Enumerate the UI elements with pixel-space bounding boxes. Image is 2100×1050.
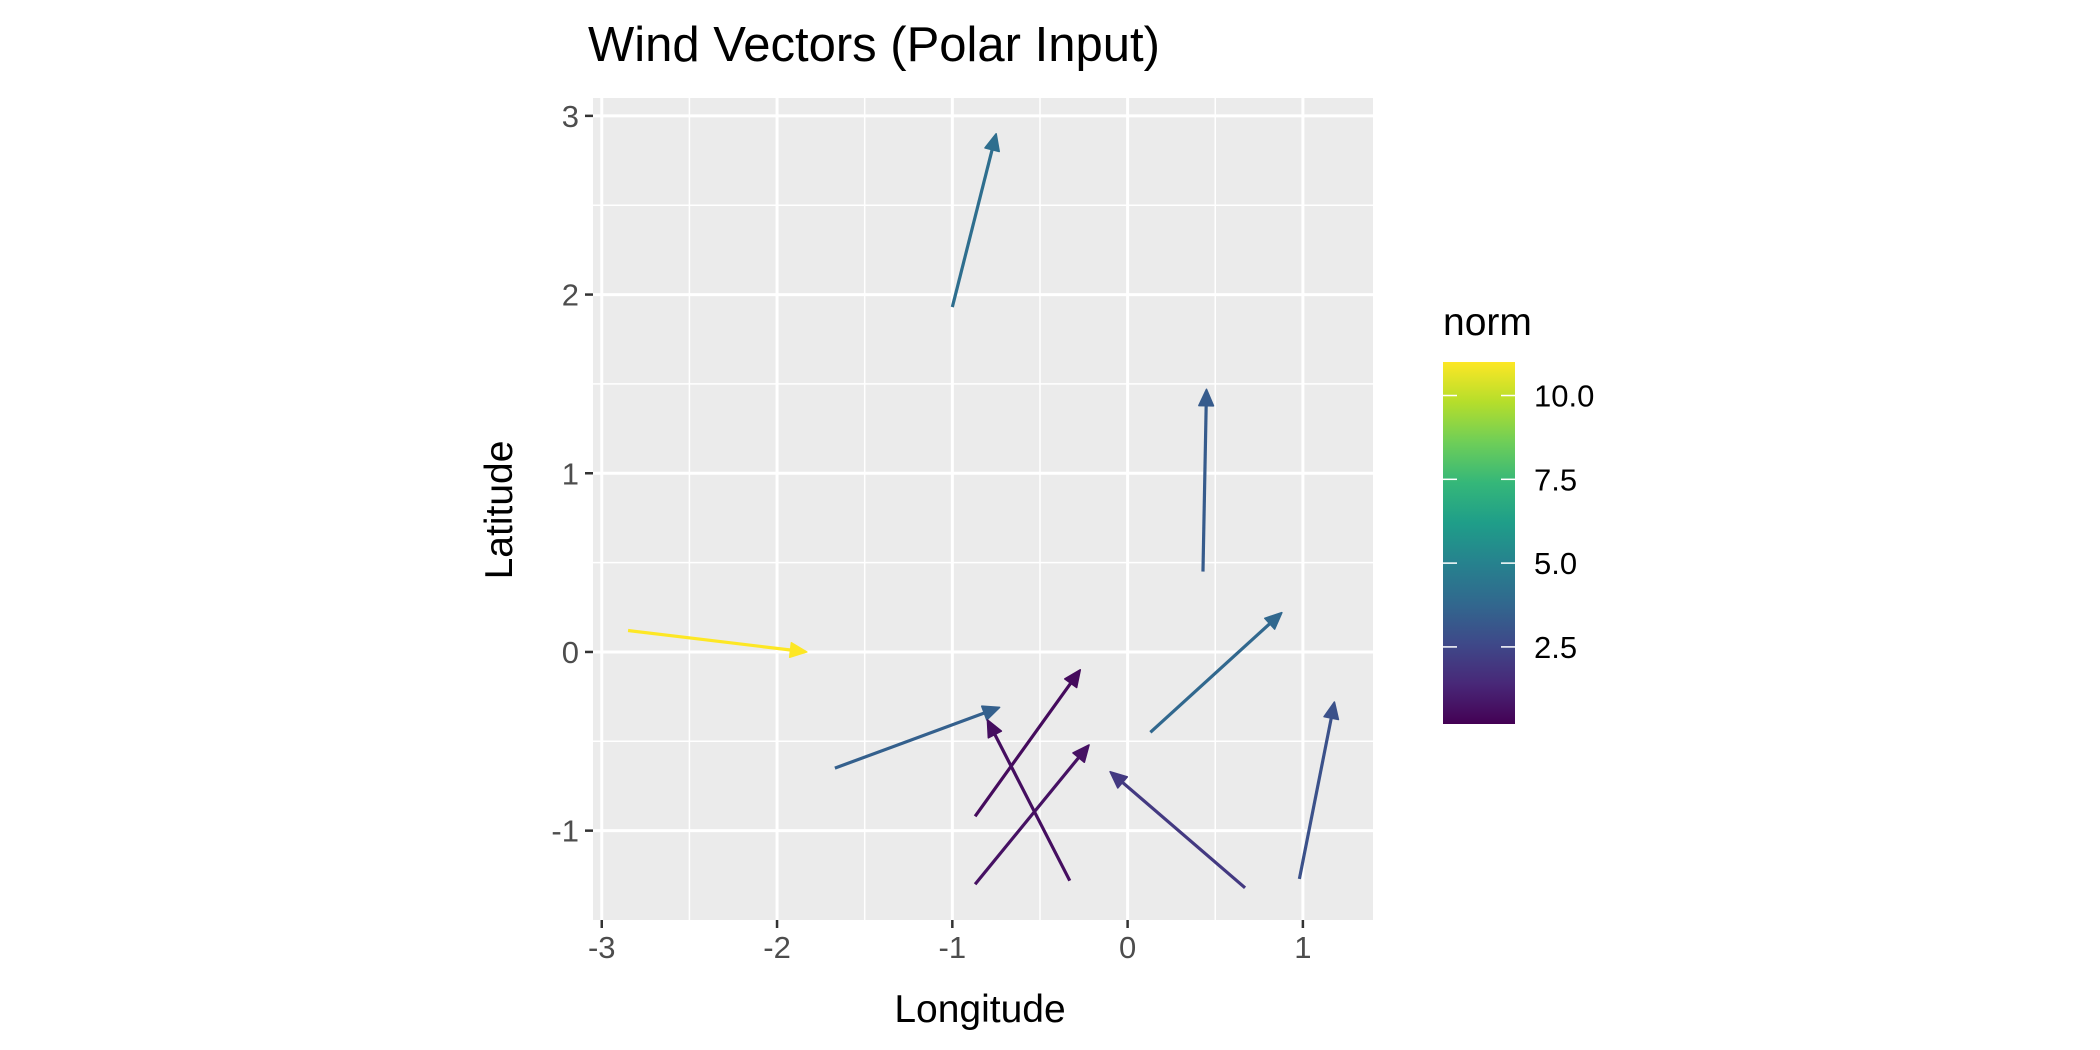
- x-tick-label: 1: [1294, 930, 1311, 965]
- vector-arrowhead: [1063, 669, 1082, 689]
- vector-arrowhead: [980, 705, 1001, 721]
- vector-shaft: [1201, 404, 1208, 572]
- vector-arrowhead: [986, 719, 1003, 739]
- chart-title: Wind Vectors (Polar Input): [588, 18, 1160, 72]
- vector-arrowhead: [1198, 388, 1215, 407]
- vector-shaft: [973, 755, 1081, 886]
- vector-shaft: [1120, 780, 1247, 890]
- grid-lines: [593, 98, 1373, 920]
- vector-shaft: [992, 732, 1072, 882]
- y-tick-label: 0: [562, 635, 579, 670]
- colorbar-legend: norm 2.5 5.0 7.5 10.0: [1443, 301, 1594, 724]
- colorbar: [1443, 362, 1515, 724]
- panel-background: [593, 98, 1373, 920]
- vector-arrowhead: [1264, 611, 1283, 630]
- vector-shaft: [1149, 621, 1272, 734]
- colorbar-label: 7.5: [1534, 462, 1577, 497]
- vector-arrowhead: [788, 641, 808, 659]
- x-tick-label: 0: [1119, 930, 1136, 965]
- vector-shaft: [1297, 716, 1334, 880]
- x-axis-title: Longitude: [894, 988, 1065, 1031]
- y-tick-label: -1: [551, 814, 579, 849]
- y-axis-title: Latitude: [478, 441, 521, 580]
- vector-arrowhead: [1109, 770, 1129, 789]
- vector-arrowhead: [1072, 744, 1090, 763]
- axes: -3 -2 -1 0 1 -1 0 1 2 3: [551, 99, 1311, 965]
- x-tick-label: -2: [763, 930, 791, 965]
- vector-shaft: [834, 711, 986, 770]
- y-tick-label: 2: [562, 278, 579, 313]
- colorbar-label: 10.0: [1534, 379, 1594, 414]
- colorbar-label: 5.0: [1534, 546, 1577, 581]
- x-tick-label: -3: [588, 930, 616, 965]
- vector-arrowhead: [1323, 701, 1340, 721]
- legend-title: norm: [1443, 301, 1532, 344]
- vector-layer: [627, 132, 1340, 890]
- vector-arrowhead: [984, 132, 1000, 153]
- plot-panel: [593, 98, 1373, 920]
- colorbar-label: 2.5: [1534, 630, 1577, 665]
- vector-shaft: [973, 681, 1073, 818]
- y-tick-label: 1: [562, 456, 579, 491]
- vector-shaft: [950, 148, 994, 308]
- x-tick-label: -1: [939, 930, 967, 965]
- vector-shaft: [627, 628, 792, 652]
- y-tick-label: 3: [562, 99, 579, 134]
